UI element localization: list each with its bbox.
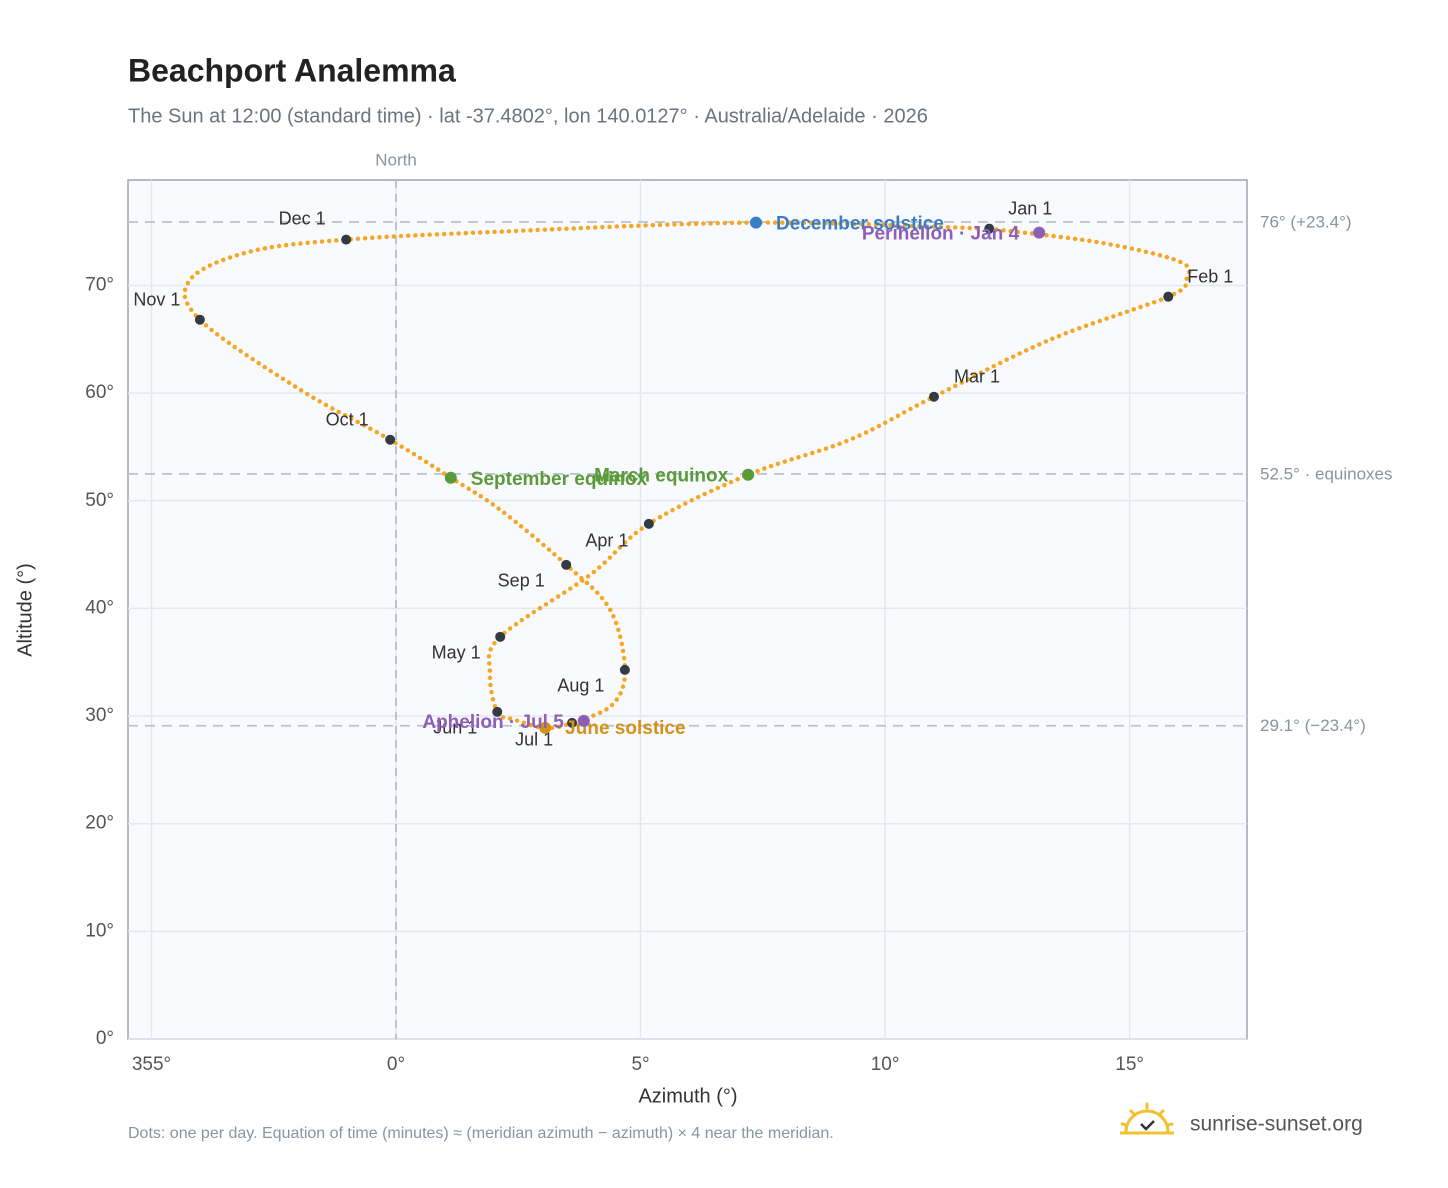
- footnote: Dots: one per day. Equation of time (min…: [128, 1125, 834, 1142]
- event-marker: [749, 216, 762, 229]
- north-label: North: [375, 150, 417, 169]
- x-tick-label: 15°: [1115, 1054, 1144, 1075]
- y-tick-label: 50°: [85, 490, 114, 511]
- x-tick-label: 5°: [631, 1054, 649, 1075]
- month-marker: [984, 223, 995, 234]
- chart-subtitle: The Sun at 12:00 (standard time) · lat -…: [128, 105, 928, 127]
- x-tick-label: 10°: [871, 1054, 900, 1075]
- month-marker: [341, 234, 352, 245]
- brand-logo: [1120, 1102, 1174, 1135]
- x-tick-label: 0°: [387, 1054, 405, 1075]
- month-label: Dec 1: [279, 208, 326, 228]
- event-label: September equinox: [471, 469, 648, 490]
- y-axis-label: Altitude (°): [14, 563, 36, 657]
- month-marker: [1163, 291, 1174, 302]
- reference-label: 76° (+23.4°): [1260, 212, 1352, 231]
- month-marker: [561, 559, 572, 570]
- month-marker: [492, 706, 503, 717]
- event-label: Aphelion · Jul 5: [422, 712, 564, 733]
- month-label: Nov 1: [133, 289, 180, 309]
- y-tick-label: 0°: [96, 1028, 114, 1049]
- month-label: Jul 1: [515, 730, 553, 750]
- y-tick-label: 70°: [85, 275, 114, 296]
- month-label: Oct 1: [326, 409, 369, 429]
- month-marker: [643, 518, 654, 529]
- event-marker: [742, 468, 755, 481]
- y-tick-label: 30°: [85, 705, 114, 726]
- x-tick-label: 355°: [132, 1054, 171, 1075]
- month-label: Jan 1: [1008, 198, 1052, 218]
- x-axis-label: Azimuth (°): [638, 1085, 737, 1107]
- reference-label: 52.5° · equinoxes: [1260, 464, 1393, 483]
- event-marker: [577, 714, 590, 727]
- event-label: December solstice: [776, 214, 944, 235]
- chart-title: Beachport Analemma: [128, 52, 456, 88]
- event-label: March equinox: [594, 466, 729, 487]
- plot-area: [127, 179, 1248, 1040]
- month-marker: [194, 314, 205, 325]
- reference-label: 29.1° (−23.4°): [1260, 716, 1366, 735]
- month-label: Aug 1: [557, 676, 604, 696]
- month-label: Jun 1: [433, 718, 477, 738]
- event-label: Perihelion · Jan 4: [862, 224, 1020, 245]
- month-label: May 1: [432, 643, 481, 663]
- month-label: Mar 1: [954, 366, 1000, 386]
- event-marker: [444, 471, 457, 484]
- y-tick-label: 60°: [85, 382, 114, 403]
- month-marker: [567, 717, 578, 728]
- month-marker: [495, 631, 506, 642]
- month-marker: [928, 391, 939, 402]
- month-label: Sep 1: [498, 571, 545, 591]
- month-marker: [385, 434, 396, 445]
- month-marker: [619, 664, 630, 675]
- event-label: June solstice: [565, 718, 685, 739]
- brand-name: sunrise-sunset.org: [1190, 1113, 1363, 1136]
- y-tick-label: 20°: [85, 813, 114, 834]
- event-marker: [1033, 226, 1046, 239]
- y-tick-label: 40°: [85, 597, 114, 618]
- month-label: Feb 1: [1187, 266, 1233, 286]
- y-tick-label: 10°: [85, 920, 114, 941]
- event-marker: [539, 721, 552, 734]
- month-label: Apr 1: [585, 531, 628, 551]
